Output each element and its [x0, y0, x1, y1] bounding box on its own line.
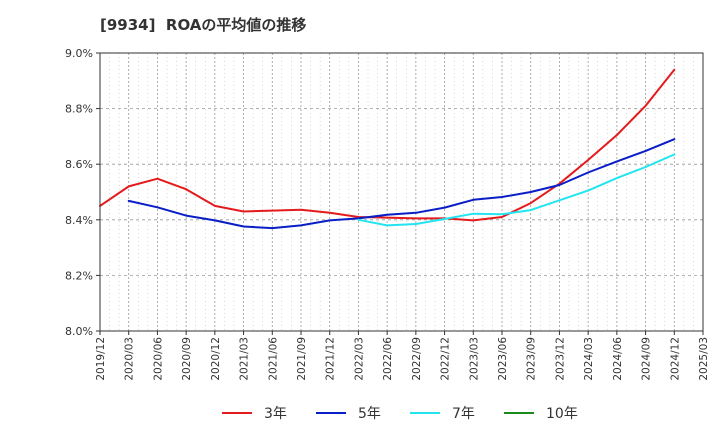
y-tick-label: 8.0% [65, 325, 93, 338]
legend-label: 7年 [452, 406, 475, 422]
series-line [127, 138, 676, 230]
y-tick-label: 8.4% [65, 214, 93, 227]
x-tick-label: 2021/06 [267, 337, 279, 381]
x-tick-label: 2022/12 [440, 337, 452, 381]
y-tick-label: 8.2% [65, 269, 93, 282]
series-lines [99, 68, 676, 230]
x-tick-label: 2023/12 [554, 337, 566, 381]
x-tick-label: 2019/12 [95, 337, 107, 381]
plot-area [99, 52, 704, 332]
x-tick-label: 2024/03 [583, 337, 595, 381]
x-tick-label: 2023/09 [526, 337, 538, 381]
series-line [357, 153, 676, 227]
y-tick-label: 8.8% [65, 103, 93, 116]
x-axis: 2019/12 2020/03 2020/06 2020/09 2020/12 2021/… [95, 331, 710, 381]
y-tick-label: 9.0% [65, 47, 93, 60]
x-tick-label: 2020/12 [210, 337, 222, 381]
y-axis: 8.0% 8.2% 8.4% 8.6% 8.8% 9.0% [65, 47, 100, 338]
x-tick-label: 2020/03 [124, 337, 136, 381]
x-tick-label: 2023/06 [497, 337, 509, 381]
legend: 3年 5年 7年 10年 [222, 406, 578, 422]
legend-label: 5年 [358, 406, 381, 422]
x-tick-label: 2020/06 [152, 337, 164, 381]
x-tick-label: 2024/09 [641, 337, 653, 381]
legend-label: 10年 [546, 406, 578, 422]
x-tick-label: 2021/12 [325, 337, 337, 381]
x-tick-label: 2022/06 [382, 337, 394, 381]
x-tick-label: 2021/09 [296, 337, 308, 381]
x-tick-label: 2023/03 [468, 337, 480, 381]
series-line [99, 68, 676, 222]
x-tick-label: 2022/03 [353, 337, 365, 381]
x-tick-label: 2024/12 [669, 337, 681, 381]
grid-lines [100, 53, 703, 331]
y-tick-label: 8.6% [65, 158, 93, 171]
x-tick-label: 2025/03 [698, 337, 710, 381]
x-tick-label: 2024/06 [612, 337, 624, 381]
chart-title: [9934] ROAの平均値の推移 [100, 16, 307, 34]
x-tick-label: 2021/03 [239, 337, 251, 381]
x-tick-label: 2022/09 [411, 337, 423, 381]
x-tick-label: 2020/09 [181, 337, 193, 381]
legend-label: 3年 [264, 406, 287, 422]
